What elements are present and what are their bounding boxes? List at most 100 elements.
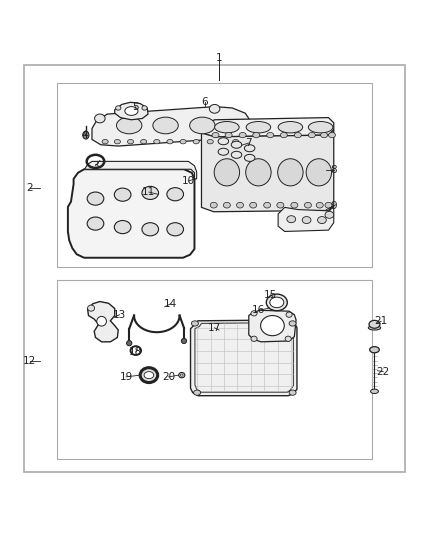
Ellipse shape bbox=[191, 321, 198, 326]
Ellipse shape bbox=[266, 294, 287, 311]
Ellipse shape bbox=[370, 346, 379, 353]
Text: 16: 16 bbox=[252, 305, 265, 316]
Ellipse shape bbox=[246, 122, 271, 133]
Ellipse shape bbox=[218, 138, 229, 145]
Polygon shape bbox=[201, 130, 334, 212]
Ellipse shape bbox=[127, 341, 132, 346]
Text: 22: 22 bbox=[377, 367, 390, 377]
Text: 2: 2 bbox=[26, 183, 33, 192]
Ellipse shape bbox=[287, 216, 296, 223]
Text: 19: 19 bbox=[120, 372, 133, 382]
Text: 18: 18 bbox=[129, 347, 142, 357]
Ellipse shape bbox=[231, 141, 242, 148]
Ellipse shape bbox=[306, 159, 332, 186]
Ellipse shape bbox=[114, 140, 120, 144]
Text: 3: 3 bbox=[92, 161, 99, 171]
Text: 7: 7 bbox=[245, 138, 252, 148]
Ellipse shape bbox=[140, 368, 158, 383]
Ellipse shape bbox=[371, 389, 378, 393]
Ellipse shape bbox=[154, 140, 160, 144]
Ellipse shape bbox=[114, 188, 131, 201]
Ellipse shape bbox=[328, 133, 336, 138]
Text: 6: 6 bbox=[201, 97, 208, 107]
Ellipse shape bbox=[144, 372, 154, 378]
Ellipse shape bbox=[244, 155, 255, 161]
Ellipse shape bbox=[277, 203, 284, 208]
Text: 10: 10 bbox=[182, 176, 195, 186]
Ellipse shape bbox=[167, 188, 184, 201]
Text: 14: 14 bbox=[164, 298, 177, 309]
Ellipse shape bbox=[233, 140, 239, 144]
Polygon shape bbox=[115, 102, 148, 120]
Polygon shape bbox=[68, 169, 194, 258]
Ellipse shape bbox=[294, 133, 301, 138]
Ellipse shape bbox=[153, 117, 178, 134]
Ellipse shape bbox=[246, 159, 271, 186]
Ellipse shape bbox=[87, 217, 104, 230]
Ellipse shape bbox=[88, 305, 95, 311]
Ellipse shape bbox=[214, 159, 240, 186]
Polygon shape bbox=[92, 107, 250, 146]
Ellipse shape bbox=[225, 133, 232, 138]
Ellipse shape bbox=[141, 140, 147, 144]
Ellipse shape bbox=[218, 148, 229, 155]
Bar bbox=[57, 280, 372, 459]
Ellipse shape bbox=[180, 140, 186, 144]
Ellipse shape bbox=[239, 133, 246, 138]
Ellipse shape bbox=[289, 321, 296, 326]
Ellipse shape bbox=[270, 297, 284, 308]
Ellipse shape bbox=[280, 133, 287, 138]
Ellipse shape bbox=[325, 211, 334, 219]
Ellipse shape bbox=[318, 216, 326, 223]
Bar bbox=[24, 65, 405, 472]
Ellipse shape bbox=[289, 390, 296, 395]
Ellipse shape bbox=[193, 140, 199, 144]
Ellipse shape bbox=[212, 133, 219, 138]
Polygon shape bbox=[278, 206, 334, 231]
Ellipse shape bbox=[87, 192, 104, 205]
Text: 17: 17 bbox=[208, 323, 221, 333]
Ellipse shape bbox=[286, 312, 292, 317]
Ellipse shape bbox=[316, 203, 323, 208]
Ellipse shape bbox=[304, 203, 311, 208]
Ellipse shape bbox=[167, 223, 184, 236]
Ellipse shape bbox=[117, 117, 142, 134]
Text: 20: 20 bbox=[162, 372, 175, 382]
Ellipse shape bbox=[368, 326, 381, 330]
Ellipse shape bbox=[253, 133, 260, 138]
Ellipse shape bbox=[142, 106, 147, 110]
Ellipse shape bbox=[125, 107, 138, 115]
Ellipse shape bbox=[215, 122, 239, 133]
Ellipse shape bbox=[142, 223, 159, 236]
Ellipse shape bbox=[223, 203, 230, 208]
Bar bbox=[57, 83, 372, 266]
Ellipse shape bbox=[102, 140, 108, 144]
Ellipse shape bbox=[207, 140, 213, 144]
Text: 12: 12 bbox=[23, 356, 36, 366]
Ellipse shape bbox=[369, 320, 380, 328]
Text: 9: 9 bbox=[330, 201, 337, 211]
Ellipse shape bbox=[244, 145, 255, 152]
Polygon shape bbox=[88, 302, 118, 342]
Polygon shape bbox=[191, 320, 297, 395]
Ellipse shape bbox=[308, 133, 315, 138]
Text: 15: 15 bbox=[264, 290, 277, 300]
Ellipse shape bbox=[278, 122, 303, 133]
Polygon shape bbox=[85, 161, 197, 179]
Ellipse shape bbox=[114, 221, 131, 233]
Ellipse shape bbox=[278, 159, 303, 186]
Ellipse shape bbox=[231, 151, 242, 158]
Ellipse shape bbox=[261, 316, 284, 336]
Text: 21: 21 bbox=[374, 316, 388, 326]
Ellipse shape bbox=[285, 336, 291, 342]
Text: 5: 5 bbox=[132, 102, 139, 111]
Ellipse shape bbox=[251, 336, 257, 342]
Ellipse shape bbox=[83, 131, 89, 139]
Ellipse shape bbox=[116, 106, 121, 110]
Text: 13: 13 bbox=[113, 310, 126, 320]
Ellipse shape bbox=[95, 114, 105, 123]
Ellipse shape bbox=[264, 203, 271, 208]
Ellipse shape bbox=[250, 203, 257, 208]
Text: 8: 8 bbox=[330, 165, 337, 175]
Ellipse shape bbox=[179, 373, 185, 378]
